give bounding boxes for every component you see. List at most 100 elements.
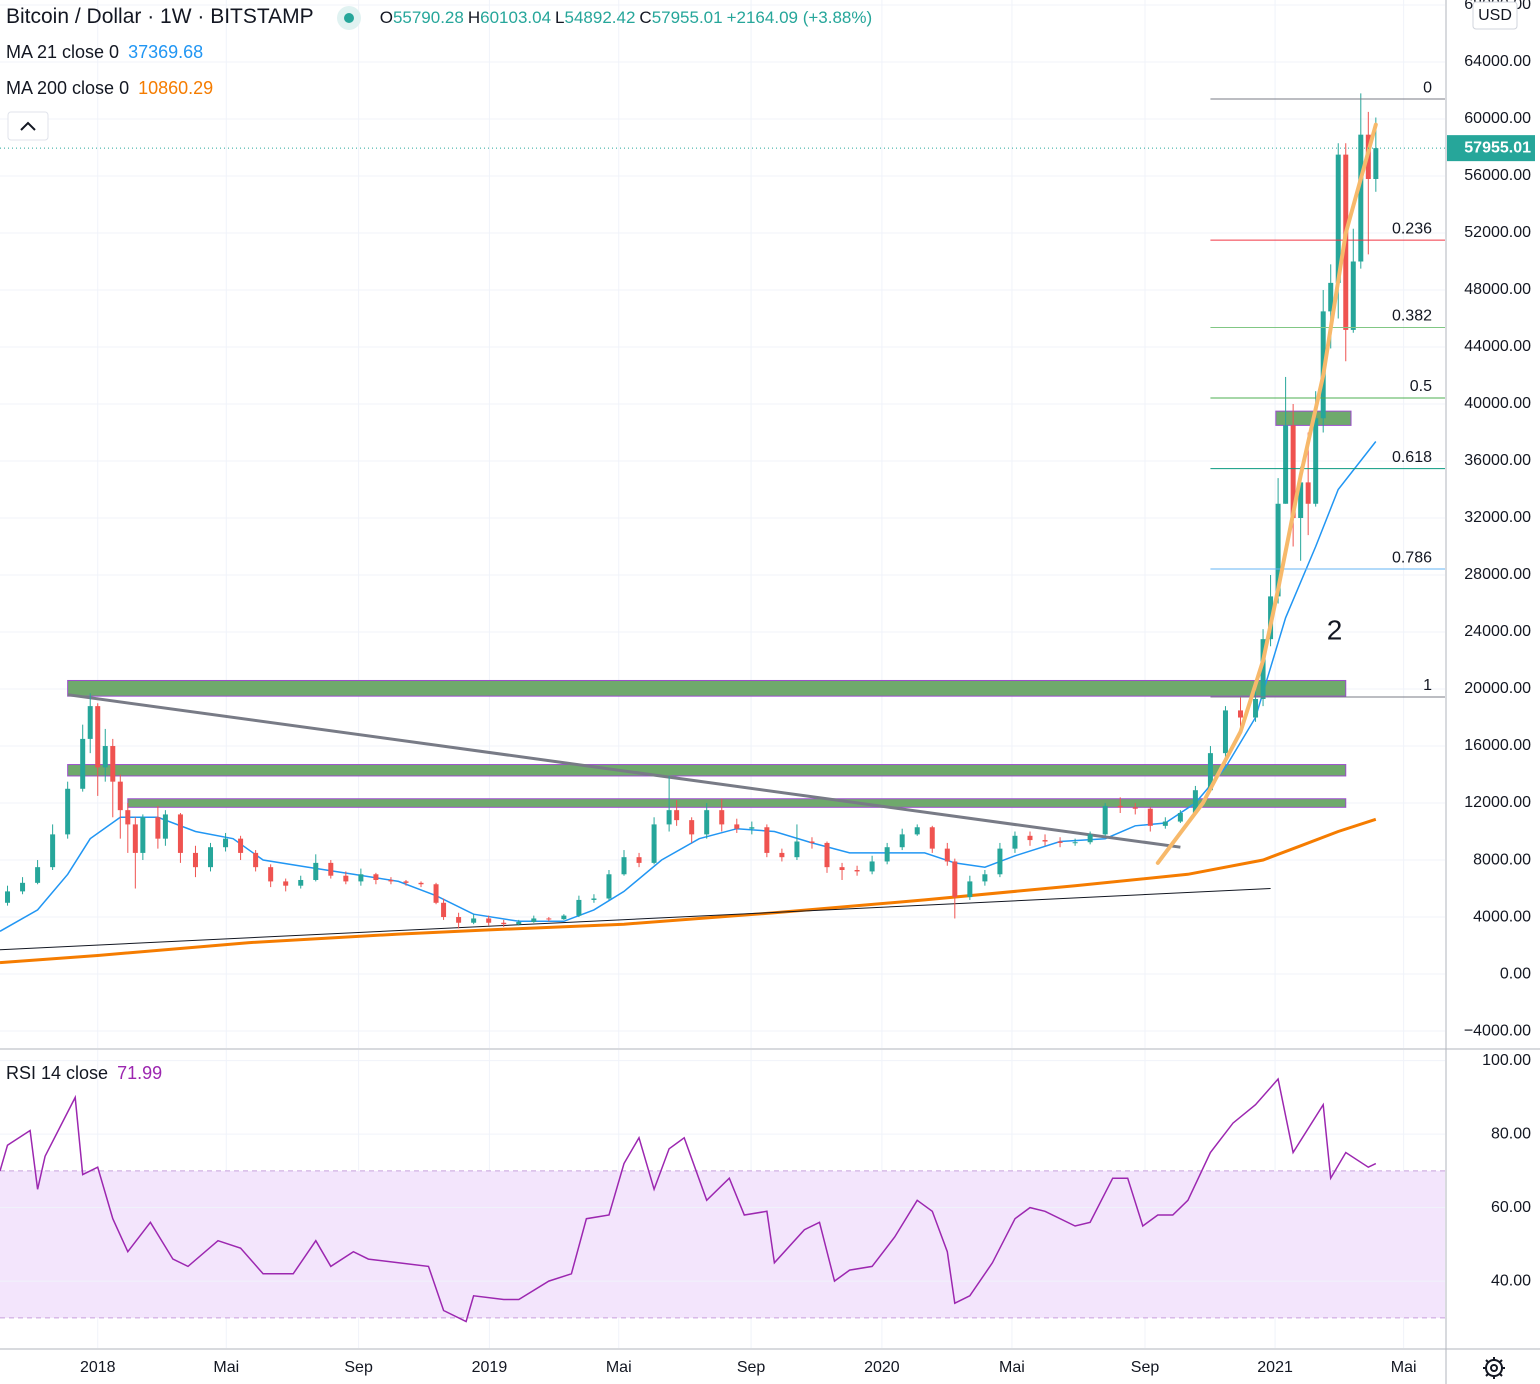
symbol-legend: Bitcoin / Dollar · 1W · BITSTAMP O55790.… — [6, 5, 880, 31]
candle-body — [1192, 790, 1198, 814]
fib-label: 0.236 — [1392, 220, 1432, 237]
candle-body — [666, 810, 672, 825]
candle-body — [1335, 154, 1341, 283]
candle-body — [1222, 710, 1228, 754]
ohlc: O55790.28 H60103.04 L54892.42 C57955.01 +216… — [380, 8, 876, 27]
y-tick-label: 16000.00 — [1464, 737, 1531, 754]
candle-body — [20, 882, 26, 892]
ohlc-label: O — [379, 8, 393, 27]
candle-body — [1072, 842, 1078, 844]
candle-body — [636, 857, 642, 863]
fib-label: 0.382 — [1392, 308, 1432, 325]
candle-body — [764, 827, 770, 853]
candle-body — [1373, 148, 1379, 179]
candle-body — [238, 838, 244, 853]
ohlc-value: 60103.04 — [480, 8, 552, 27]
candle-body — [403, 881, 409, 883]
y-tick-label: 8000.00 — [1473, 851, 1531, 868]
candle-body — [65, 788, 71, 835]
y-tick-label: 24000.00 — [1464, 623, 1531, 640]
candle-body — [1012, 835, 1018, 849]
candle-body — [869, 861, 875, 872]
y-tick-label: 48000.00 — [1464, 281, 1531, 298]
candle-body — [117, 781, 123, 811]
x-tick-label: 2019 — [472, 1359, 508, 1376]
ohlc-value: 54892.42 — [564, 8, 636, 27]
candle-body — [1027, 835, 1033, 841]
y-tick-label: 40000.00 — [1464, 395, 1531, 412]
candle-body — [914, 827, 920, 835]
candle-body — [1298, 482, 1304, 519]
candle-body — [516, 922, 522, 925]
candle-body — [779, 852, 785, 858]
candle-body — [591, 898, 597, 900]
candle-body — [944, 848, 950, 862]
candle-body — [1328, 282, 1334, 312]
candle-body — [358, 874, 364, 882]
candle-body — [809, 841, 815, 843]
candle-body — [132, 824, 138, 853]
ohlc-value: 57955.01 — [651, 8, 723, 27]
x-tick-label: 2020 — [864, 1359, 900, 1376]
x-tick-label: Mai — [606, 1359, 632, 1376]
ma200-legend: MA 200 close 0 10860.29 — [6, 78, 217, 99]
y-tick-label: −4000.00 — [1464, 1022, 1531, 1039]
y-tick-label: 60.00 — [1491, 1199, 1531, 1216]
candle-body — [125, 810, 131, 825]
candle-body — [576, 899, 582, 916]
candle-body — [839, 867, 845, 871]
candle-body — [102, 746, 108, 768]
candle-body — [1117, 805, 1123, 808]
x-tick-label: 2021 — [1257, 1359, 1293, 1376]
candle-body — [5, 891, 11, 903]
y-tick-label: 36000.00 — [1464, 452, 1531, 469]
candle-body — [1358, 134, 1364, 262]
fib-label: 0.786 — [1392, 549, 1432, 566]
candle-body — [1162, 821, 1168, 826]
x-tick-label: Mai — [1391, 1359, 1417, 1376]
candle-body — [854, 870, 860, 872]
candle-body — [501, 922, 507, 925]
candle-body — [899, 834, 905, 848]
candle-body — [621, 857, 627, 875]
candle-body — [208, 847, 214, 868]
candle-body — [1102, 805, 1108, 835]
candle-body — [749, 827, 755, 829]
y-tick-label: 40.00 — [1491, 1272, 1531, 1289]
settings-icon[interactable] — [1483, 1357, 1505, 1379]
candle-body — [162, 814, 168, 839]
zone — [67, 679, 1347, 697]
candle-body — [651, 824, 657, 863]
x-tick-label: Sep — [737, 1359, 766, 1376]
candle-body — [373, 874, 379, 880]
candle-body — [824, 842, 830, 868]
last-price-badge — [1447, 135, 1535, 162]
candle-body — [223, 838, 229, 848]
y-tick-label: 64000.00 — [1464, 53, 1531, 70]
annotation: 2 — [1327, 614, 1343, 645]
last-price-label: 57955.01 — [1464, 139, 1531, 156]
candle-body — [418, 882, 424, 885]
rsi-legend: RSI 14 close 71.99 — [6, 1063, 166, 1084]
candle-body — [606, 874, 612, 899]
candle-body — [177, 814, 183, 853]
candle-body — [87, 706, 93, 739]
candle-body — [268, 867, 274, 882]
y-tick-label: 28000.00 — [1464, 566, 1531, 583]
candle-body — [313, 862, 319, 880]
trend-curve — [1155, 122, 1378, 865]
y-tick-label: 4000.00 — [1473, 908, 1531, 925]
ma-value: 37369.68 — [128, 42, 204, 62]
rsi-value: 71.99 — [117, 1063, 163, 1083]
candle-body — [1238, 710, 1244, 718]
y-tick-label: 12000.00 — [1464, 794, 1531, 811]
candle-body — [253, 852, 259, 868]
candle-body — [997, 848, 1003, 875]
collapse-button[interactable] — [7, 111, 49, 141]
ma-value: 10860.29 — [138, 78, 214, 98]
candle-body — [140, 817, 146, 853]
trend-line — [67, 693, 1181, 849]
candle-body — [674, 810, 680, 821]
candle-body — [929, 827, 935, 849]
